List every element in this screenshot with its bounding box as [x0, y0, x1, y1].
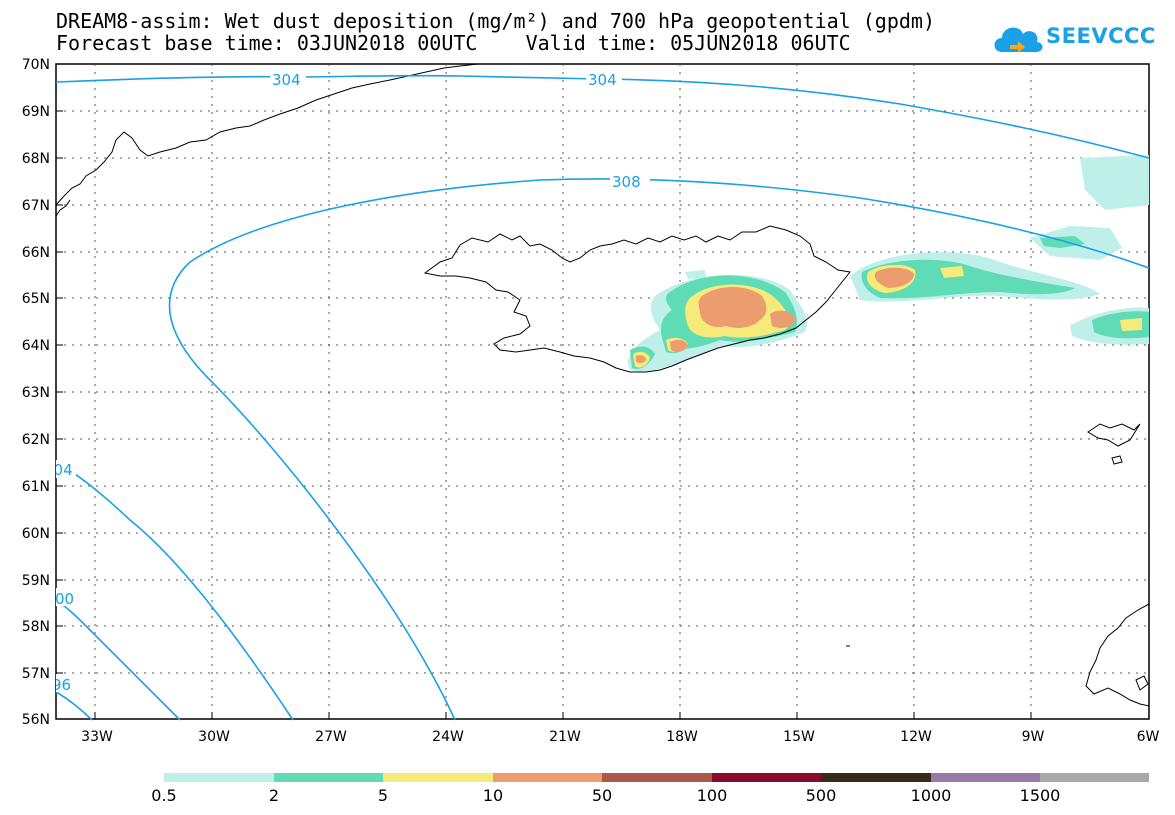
frame-ticks [56, 110, 1032, 719]
colorbar-label: 5 [378, 786, 388, 805]
lat-label: 59N [22, 573, 50, 589]
lat-label: 61N [22, 479, 50, 495]
colorbar-swatch [493, 773, 602, 782]
cloud-icon [994, 27, 1043, 53]
lat-label: 60N [22, 526, 50, 542]
colorbar-swatch [821, 773, 931, 782]
contour-304-south [55, 461, 294, 721]
lat-label: 62N [22, 432, 50, 448]
latitude-labels: 70N 69N 68N 67N 66N 65N 64N 63N 62N 61N … [22, 57, 50, 728]
colorbar-swatch [164, 773, 274, 782]
lat-label: 64N [22, 338, 50, 354]
geopotential-contours [55, 74, 1150, 721]
longitude-labels: 33W 30W 27W 24W 21W 18W 15W 12W 9W 6W [81, 729, 1159, 745]
contour-304-north [55, 74, 1150, 159]
lat-label: 56N [22, 712, 50, 728]
colorbar-label: 100 [697, 786, 728, 805]
chart-subtitle: Forecast base time: 03JUN2018 00UTC Vali… [56, 31, 851, 55]
lat-label: 70N [22, 57, 50, 73]
lon-label: 9W [1022, 729, 1045, 745]
contour-label: 304 [272, 71, 301, 89]
colorbar-swatch [712, 773, 821, 782]
contour-label: 304 [588, 71, 617, 89]
lat-label: 69N [22, 104, 50, 120]
colorbar-label: 1000 [911, 786, 952, 805]
contour-label: 304 [44, 461, 73, 479]
contour-label: 96 [52, 676, 71, 694]
contour-labels: 304 304 308 304 00 96 [44, 70, 650, 694]
colorbar-label: 500 [806, 786, 837, 805]
lon-label: 33W [81, 729, 113, 745]
colorbar-swatch [383, 773, 493, 782]
contour-308 [168, 178, 1150, 721]
contour-label: 00 [55, 590, 74, 608]
lon-label: 21W [549, 729, 581, 745]
chart-title: DREAM8-assim: Wet dust deposition (mg/m²… [56, 9, 935, 33]
logo-text: SEEVCCC [1046, 24, 1156, 48]
lat-label: 58N [22, 619, 50, 635]
colorbar [164, 773, 1149, 782]
lon-label: 27W [315, 729, 347, 745]
contour-300 [55, 599, 181, 721]
colorbar-labels: 0.5 2 5 10 50 100 500 1000 1500 [151, 786, 1060, 805]
lat-label: 63N [22, 385, 50, 401]
lat-label: 66N [22, 245, 50, 261]
colorbar-label: 2 [269, 786, 279, 805]
lon-label: 6W [1137, 729, 1160, 745]
lat-label: 67N [22, 198, 50, 214]
colorbar-label: 10 [483, 786, 503, 805]
gridlines [56, 64, 1149, 719]
lon-label: 24W [432, 729, 464, 745]
lat-label: 65N [22, 291, 50, 307]
colorbar-label: 0.5 [151, 786, 176, 805]
seevccc-logo: SEEVCCC [990, 18, 1155, 60]
lat-label: 57N [22, 666, 50, 682]
lon-label: 12W [900, 729, 932, 745]
colorbar-swatch [1040, 773, 1149, 782]
map-frame [55, 63, 1150, 720]
contour-296 [55, 691, 93, 721]
lat-label: 68N [22, 151, 50, 167]
dust-deposition-field [628, 155, 1149, 372]
lon-label: 30W [198, 729, 230, 745]
colorbar-label: 1500 [1020, 786, 1061, 805]
colorbar-label: 50 [592, 786, 612, 805]
lon-label: 18W [666, 729, 698, 745]
colorbar-swatch [274, 773, 383, 782]
coastlines [55, 63, 1150, 707]
colorbar-swatch [931, 773, 1040, 782]
lon-label: 15W [783, 729, 815, 745]
colorbar-swatch [602, 773, 712, 782]
contour-label: 308 [612, 173, 641, 191]
